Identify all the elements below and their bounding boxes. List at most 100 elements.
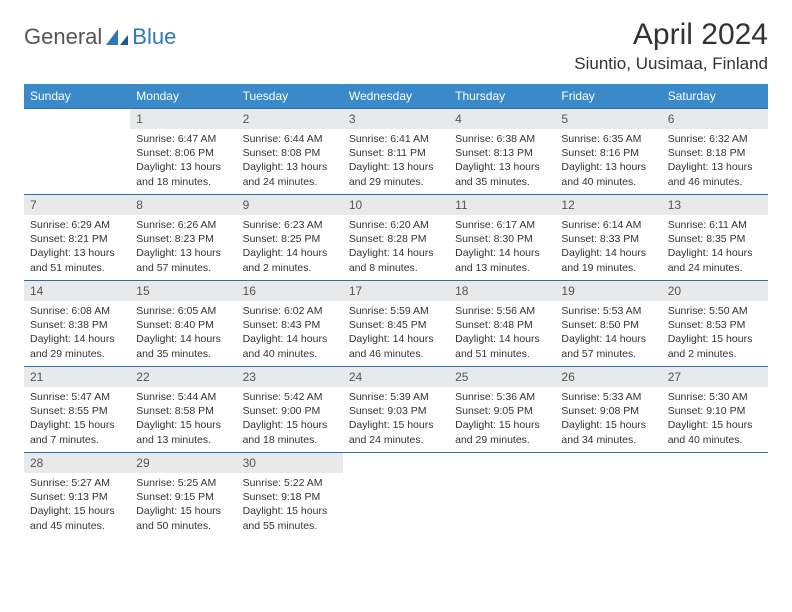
title-block: April 2024 Siuntio, Uusimaa, Finland (574, 18, 768, 74)
day-number: 9 (237, 195, 343, 215)
calendar-day-cell: 11Sunrise: 6:17 AMSunset: 8:30 PMDayligh… (449, 195, 555, 281)
calendar-day-cell: 6Sunrise: 6:32 AMSunset: 8:18 PMDaylight… (662, 109, 768, 195)
sunrise-text: Sunrise: 5:47 AM (30, 390, 124, 404)
day-body: Sunrise: 5:39 AMSunset: 9:03 PMDaylight:… (343, 387, 449, 451)
day-number: 24 (343, 367, 449, 387)
day-body: Sunrise: 6:05 AMSunset: 8:40 PMDaylight:… (130, 301, 236, 365)
sunset-text: Sunset: 8:08 PM (243, 146, 337, 160)
calendar-day-cell: 2Sunrise: 6:44 AMSunset: 8:08 PMDaylight… (237, 109, 343, 195)
day-body: Sunrise: 5:25 AMSunset: 9:15 PMDaylight:… (130, 473, 236, 537)
calendar-day-cell: 25Sunrise: 5:36 AMSunset: 9:05 PMDayligh… (449, 367, 555, 453)
sunset-text: Sunset: 9:00 PM (243, 404, 337, 418)
sunset-text: Sunset: 8:35 PM (668, 232, 762, 246)
daylight-text: Daylight: 14 hours and 13 minutes. (455, 246, 549, 274)
calendar-day-cell: 23Sunrise: 5:42 AMSunset: 9:00 PMDayligh… (237, 367, 343, 453)
weekday-header: Monday (130, 84, 236, 109)
sunset-text: Sunset: 9:10 PM (668, 404, 762, 418)
day-body: Sunrise: 6:02 AMSunset: 8:43 PMDaylight:… (237, 301, 343, 365)
day-body: Sunrise: 6:20 AMSunset: 8:28 PMDaylight:… (343, 215, 449, 279)
sunset-text: Sunset: 8:53 PM (668, 318, 762, 332)
daylight-text: Daylight: 15 hours and 24 minutes. (349, 418, 443, 446)
day-body: Sunrise: 5:36 AMSunset: 9:05 PMDaylight:… (449, 387, 555, 451)
day-body (24, 129, 130, 136)
header: General Blue April 2024 Siuntio, Uusimaa… (24, 18, 768, 74)
calendar-day-cell: 10Sunrise: 6:20 AMSunset: 8:28 PMDayligh… (343, 195, 449, 281)
day-number: 3 (343, 109, 449, 129)
daylight-text: Daylight: 13 hours and 18 minutes. (136, 160, 230, 188)
sunrise-text: Sunrise: 5:39 AM (349, 390, 443, 404)
day-body: Sunrise: 5:56 AMSunset: 8:48 PMDaylight:… (449, 301, 555, 365)
calendar-day-cell (662, 453, 768, 539)
daylight-text: Daylight: 14 hours and 2 minutes. (243, 246, 337, 274)
daylight-text: Daylight: 13 hours and 51 minutes. (30, 246, 124, 274)
daylight-text: Daylight: 15 hours and 7 minutes. (30, 418, 124, 446)
day-number: 29 (130, 453, 236, 473)
weekday-header-row: Sunday Monday Tuesday Wednesday Thursday… (24, 84, 768, 109)
sunset-text: Sunset: 8:40 PM (136, 318, 230, 332)
sunrise-text: Sunrise: 6:05 AM (136, 304, 230, 318)
daylight-text: Daylight: 13 hours and 57 minutes. (136, 246, 230, 274)
day-body: Sunrise: 5:53 AMSunset: 8:50 PMDaylight:… (555, 301, 661, 365)
day-body: Sunrise: 6:38 AMSunset: 8:13 PMDaylight:… (449, 129, 555, 193)
calendar-day-cell (449, 453, 555, 539)
daylight-text: Daylight: 14 hours and 8 minutes. (349, 246, 443, 274)
sunrise-text: Sunrise: 6:29 AM (30, 218, 124, 232)
sunset-text: Sunset: 9:15 PM (136, 490, 230, 504)
sunset-text: Sunset: 8:25 PM (243, 232, 337, 246)
calendar-week-row: 28Sunrise: 5:27 AMSunset: 9:13 PMDayligh… (24, 453, 768, 539)
sunrise-text: Sunrise: 6:08 AM (30, 304, 124, 318)
calendar-day-cell: 16Sunrise: 6:02 AMSunset: 8:43 PMDayligh… (237, 281, 343, 367)
calendar-day-cell: 19Sunrise: 5:53 AMSunset: 8:50 PMDayligh… (555, 281, 661, 367)
day-body: Sunrise: 6:32 AMSunset: 8:18 PMDaylight:… (662, 129, 768, 193)
day-number: 26 (555, 367, 661, 387)
logo-text-blue: Blue (132, 24, 176, 50)
calendar-day-cell: 20Sunrise: 5:50 AMSunset: 8:53 PMDayligh… (662, 281, 768, 367)
sunrise-text: Sunrise: 6:14 AM (561, 218, 655, 232)
calendar-day-cell: 30Sunrise: 5:22 AMSunset: 9:18 PMDayligh… (237, 453, 343, 539)
calendar-week-row: 21Sunrise: 5:47 AMSunset: 8:55 PMDayligh… (24, 367, 768, 453)
daylight-text: Daylight: 13 hours and 24 minutes. (243, 160, 337, 188)
day-number: 23 (237, 367, 343, 387)
sunrise-text: Sunrise: 6:26 AM (136, 218, 230, 232)
day-body: Sunrise: 5:22 AMSunset: 9:18 PMDaylight:… (237, 473, 343, 537)
sunrise-text: Sunrise: 6:32 AM (668, 132, 762, 146)
daylight-text: Daylight: 14 hours and 24 minutes. (668, 246, 762, 274)
calendar-day-cell: 15Sunrise: 6:05 AMSunset: 8:40 PMDayligh… (130, 281, 236, 367)
weekday-header: Saturday (662, 84, 768, 109)
calendar-day-cell: 21Sunrise: 5:47 AMSunset: 8:55 PMDayligh… (24, 367, 130, 453)
daylight-text: Daylight: 15 hours and 2 minutes. (668, 332, 762, 360)
calendar-day-cell: 24Sunrise: 5:39 AMSunset: 9:03 PMDayligh… (343, 367, 449, 453)
daylight-text: Daylight: 14 hours and 35 minutes. (136, 332, 230, 360)
daylight-text: Daylight: 13 hours and 46 minutes. (668, 160, 762, 188)
day-body: Sunrise: 5:27 AMSunset: 9:13 PMDaylight:… (24, 473, 130, 537)
day-number: 20 (662, 281, 768, 301)
weekday-header: Friday (555, 84, 661, 109)
day-body: Sunrise: 6:23 AMSunset: 8:25 PMDaylight:… (237, 215, 343, 279)
daylight-text: Daylight: 15 hours and 55 minutes. (243, 504, 337, 532)
calendar-day-cell: 1Sunrise: 6:47 AMSunset: 8:06 PMDaylight… (130, 109, 236, 195)
sunrise-text: Sunrise: 6:17 AM (455, 218, 549, 232)
day-number: 28 (24, 453, 130, 473)
weekday-header: Sunday (24, 84, 130, 109)
day-number: 10 (343, 195, 449, 215)
day-body (449, 473, 555, 480)
daylight-text: Daylight: 15 hours and 34 minutes. (561, 418, 655, 446)
daylight-text: Daylight: 15 hours and 40 minutes. (668, 418, 762, 446)
day-number: 12 (555, 195, 661, 215)
sunset-text: Sunset: 8:45 PM (349, 318, 443, 332)
day-number: 18 (449, 281, 555, 301)
daylight-text: Daylight: 14 hours and 29 minutes. (30, 332, 124, 360)
sunrise-text: Sunrise: 5:30 AM (668, 390, 762, 404)
sunrise-text: Sunrise: 5:36 AM (455, 390, 549, 404)
sunrise-text: Sunrise: 5:27 AM (30, 476, 124, 490)
calendar-day-cell: 22Sunrise: 5:44 AMSunset: 8:58 PMDayligh… (130, 367, 236, 453)
day-body: Sunrise: 6:47 AMSunset: 8:06 PMDaylight:… (130, 129, 236, 193)
day-number: 8 (130, 195, 236, 215)
calendar-week-row: 7Sunrise: 6:29 AMSunset: 8:21 PMDaylight… (24, 195, 768, 281)
calendar-week-row: 14Sunrise: 6:08 AMSunset: 8:38 PMDayligh… (24, 281, 768, 367)
daylight-text: Daylight: 14 hours and 19 minutes. (561, 246, 655, 274)
sunrise-text: Sunrise: 5:33 AM (561, 390, 655, 404)
day-body: Sunrise: 6:17 AMSunset: 8:30 PMDaylight:… (449, 215, 555, 279)
logo-text-general: General (24, 24, 102, 50)
sunset-text: Sunset: 9:05 PM (455, 404, 549, 418)
